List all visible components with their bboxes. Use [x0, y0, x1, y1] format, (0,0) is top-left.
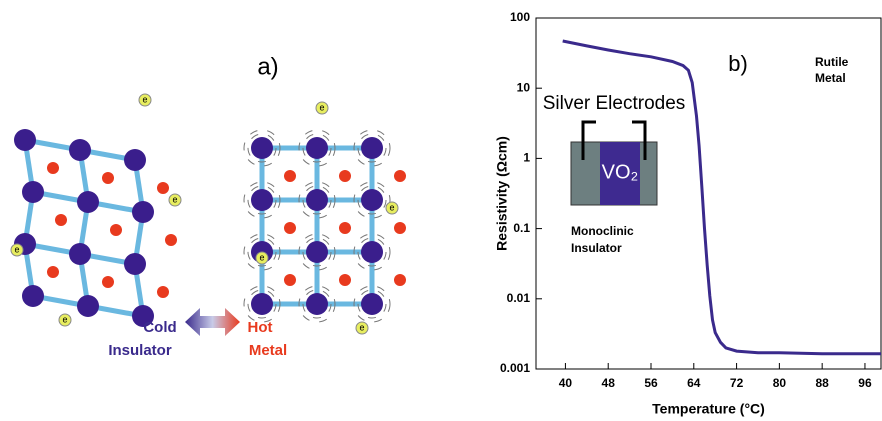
oxygen: [394, 222, 406, 234]
atom: [124, 149, 146, 171]
oxygen: [157, 286, 169, 298]
atom: [77, 191, 99, 213]
hot-label: Hot: [248, 319, 273, 336]
atom: [361, 293, 383, 315]
x-tick-label: 40: [559, 376, 573, 390]
atom: [306, 189, 328, 211]
atom: [124, 253, 146, 275]
oxygen: [47, 162, 59, 174]
atom: [22, 285, 44, 307]
figure: eeeeeeee a) Cold Insulator Hot Metal 404…: [0, 0, 882, 421]
cold-label: Cold: [143, 319, 176, 336]
electron-label: e: [62, 314, 67, 324]
hot-label: Metal: [249, 342, 287, 359]
phase-label: Rutile: [815, 55, 849, 69]
phase-label: Metal: [815, 71, 846, 85]
x-tick-label: 96: [858, 376, 872, 390]
oxygen: [102, 172, 114, 184]
x-axis-title: Temperature (°C): [652, 401, 765, 417]
y-tick-label: 1: [523, 151, 530, 165]
atom: [306, 137, 328, 159]
y-tick-label: 10: [517, 80, 531, 94]
atom: [251, 293, 273, 315]
y-tick-label: 0.1: [513, 221, 530, 235]
electron-label: e: [142, 94, 147, 104]
electron-label: e: [14, 244, 19, 254]
atom: [361, 189, 383, 211]
electron-label: e: [389, 202, 394, 212]
atom: [251, 189, 273, 211]
phase-label: Monoclinic: [571, 224, 634, 238]
sample-label: VO₂: [602, 161, 639, 183]
transition-arrow: [185, 308, 240, 336]
atom: [251, 137, 273, 159]
oxygen: [394, 170, 406, 182]
atom: [361, 241, 383, 263]
atom: [306, 241, 328, 263]
electron-label: e: [359, 322, 364, 332]
atom: [69, 243, 91, 265]
electron-label: e: [172, 194, 177, 204]
resistivity-chart: 40 48 56 64 72 80 88 96 0.001 0.01 0.1 1 10 100 Temper…: [494, 10, 881, 417]
oxygen: [394, 274, 406, 286]
electron-label: e: [319, 102, 324, 112]
atom: [132, 201, 154, 223]
x-tick-label: 64: [687, 376, 701, 390]
y-tick-label: 0.01: [507, 291, 531, 305]
oxygen: [102, 276, 114, 288]
atom: [77, 295, 99, 317]
x-tick-label: 88: [815, 376, 829, 390]
x-tick-label: 56: [644, 376, 658, 390]
panel-label: b): [728, 51, 748, 76]
x-tick-label: 48: [602, 376, 616, 390]
oxygen: [284, 170, 296, 182]
oxygen: [110, 224, 122, 236]
oxygen: [339, 170, 351, 182]
oxygen: [284, 222, 296, 234]
y-axis-title: Resistivity (Ωcm): [494, 136, 510, 251]
atom: [69, 139, 91, 161]
x-tick-label: 72: [730, 376, 744, 390]
lattice-illustration: e e e e e e e e: [11, 94, 406, 334]
cold-label: Insulator: [108, 342, 172, 359]
oxygen: [165, 234, 177, 246]
y-tick-label: 0.001: [500, 361, 530, 375]
y-tick-label: 100: [510, 10, 530, 24]
electrodes-label: Silver Electrodes: [543, 93, 686, 114]
atom: [361, 137, 383, 159]
atom: [306, 293, 328, 315]
oxygen: [339, 274, 351, 286]
oxygen: [339, 222, 351, 234]
phase-label: Insulator: [571, 241, 622, 255]
oxygen: [47, 266, 59, 278]
x-tick-label: 80: [773, 376, 787, 390]
panel-label: a): [257, 53, 278, 80]
oxygen: [284, 274, 296, 286]
oxygen: [55, 214, 67, 226]
electron-label: e: [259, 252, 264, 262]
atom: [22, 181, 44, 203]
oxygen: [157, 182, 169, 194]
atom: [14, 129, 36, 151]
